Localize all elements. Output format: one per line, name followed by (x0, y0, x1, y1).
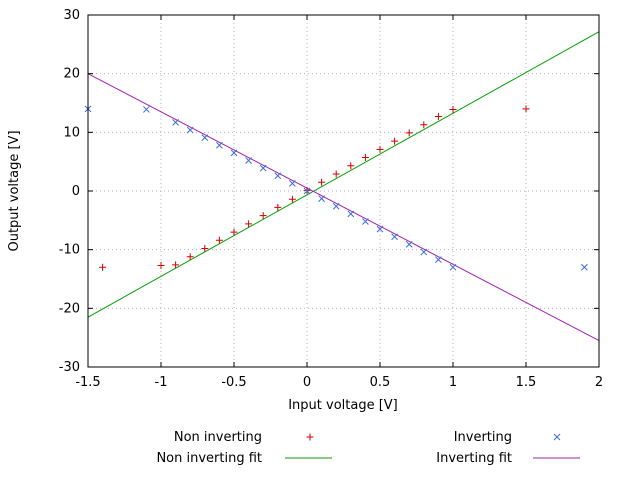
data-point-plus (201, 244, 209, 252)
tick-labels: -1.5 -1 -0.5 0 0.5 1 1.5 2 -30 -20 -10 0 10 20 30 (59, 8, 603, 390)
legend-marker-plus-icon (306, 433, 314, 441)
data-point-plus (259, 212, 267, 220)
grid-lines (88, 15, 599, 367)
data-point-cross (435, 256, 442, 263)
data-point-cross (318, 195, 325, 202)
data-point-cross (362, 218, 369, 225)
x-tick-label: -1.5 (75, 375, 100, 390)
data-point-cross (143, 106, 150, 113)
data-point-cross (332, 202, 340, 210)
data-point-cross (553, 433, 561, 441)
legend-label-non-inverting-fit: Non inverting fit (156, 451, 262, 466)
data-point-plus (434, 112, 442, 120)
data-point-plus (376, 145, 384, 153)
x-tick-label: 0 (303, 375, 311, 390)
x-tick-label: 1.5 (516, 375, 537, 390)
data-point-plus (391, 137, 399, 145)
data-point-cross (420, 248, 428, 256)
data-point-plus (172, 261, 180, 269)
x-tick-label: 2 (595, 375, 603, 390)
data-point-cross (245, 157, 252, 164)
data-point-plus (157, 262, 165, 270)
data-point-cross (405, 241, 413, 248)
data-point-plus (318, 178, 326, 186)
legend-label-inverting: Inverting (454, 430, 512, 445)
y-tick-label: 10 (63, 125, 80, 140)
data-point-plus (405, 129, 413, 137)
y-tick-label: -30 (59, 360, 80, 375)
data-point-plus (215, 236, 223, 244)
data-point-cross (581, 263, 588, 271)
legend-marker-cross-icon (553, 433, 561, 441)
data-point-cross (449, 263, 457, 271)
data-point-cross (347, 210, 355, 218)
data-point-cross (230, 149, 238, 157)
y-tick-label: -10 (59, 243, 80, 258)
data-point-plus (449, 105, 457, 113)
legend-label-inverting-fit: Inverting fit (436, 451, 512, 466)
data-point-cross (216, 141, 223, 149)
data-point-plus (420, 121, 428, 129)
legend-label-non-inverting: Non inverting (174, 430, 262, 445)
data-point-cross (391, 233, 398, 241)
axis-ticks (87, 14, 600, 368)
y-tick-label: -20 (59, 301, 80, 316)
data-point-cross (289, 180, 296, 187)
data-point-plus (306, 433, 314, 441)
data-point-plus (245, 220, 253, 228)
data-point-cross (274, 172, 282, 180)
y-tick-label: 30 (63, 8, 80, 23)
x-axis-label: Input voltage [V] (288, 398, 398, 413)
fit-line (87, 73, 600, 342)
x-tick-label: 0.5 (370, 375, 391, 390)
data-point-plus (186, 253, 194, 261)
data-point-cross (186, 126, 194, 134)
data-point-plus (522, 105, 530, 113)
x-tick-label: -1 (155, 375, 168, 390)
data-point-plus (332, 170, 340, 178)
data-point-plus (274, 203, 282, 211)
data-point-cross (172, 119, 179, 126)
y-tick-label: 0 (72, 184, 80, 199)
data-series (84, 31, 600, 342)
data-point-plus (99, 263, 107, 271)
y-axis-label: Output voltage [V] (7, 130, 22, 251)
data-point-plus (347, 162, 355, 170)
data-point-cross (259, 164, 267, 172)
data-point-cross (201, 134, 209, 141)
data-point-cross (376, 225, 384, 233)
data-point-plus (288, 195, 296, 203)
x-tick-label: 1 (449, 375, 457, 390)
y-tick-label: 20 (63, 67, 80, 82)
x-tick-label: -0.5 (221, 375, 246, 390)
legend: Non inverting Inverting Non inverting fi… (156, 430, 580, 466)
data-point-plus (230, 228, 238, 236)
data-point-plus (361, 154, 369, 162)
data-point-cross (303, 187, 311, 195)
fit-line (87, 31, 600, 318)
